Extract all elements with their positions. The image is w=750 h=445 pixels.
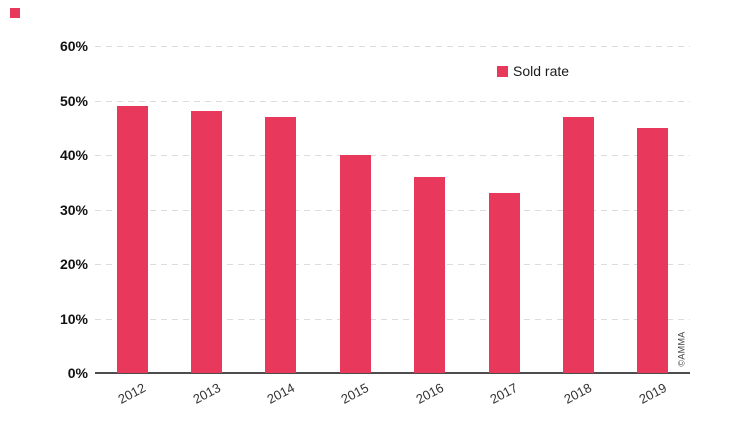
y-tick-label-10pct: 10% xyxy=(59,311,88,327)
x-tick-label-2018: 2018 xyxy=(561,380,595,407)
y-tick-label-0pct: 0% xyxy=(67,365,88,381)
gridline-10pct xyxy=(95,319,690,320)
bar-2013 xyxy=(191,111,222,373)
gridline-60pct xyxy=(95,46,690,47)
x-tick-label-2016: 2016 xyxy=(413,380,447,407)
legend-marker-icon xyxy=(497,65,508,77)
bar-2018 xyxy=(563,117,594,373)
gridline-50pct xyxy=(95,101,690,102)
bar-2015 xyxy=(340,155,371,373)
bar-2017 xyxy=(489,193,520,373)
y-tick-label-40pct: 40% xyxy=(59,147,88,163)
x-tick-label-2019: 2019 xyxy=(636,380,670,407)
bar-2012 xyxy=(117,106,148,373)
watermark-credit: ©AMMA xyxy=(676,331,687,367)
y-tick-label-30pct: 30% xyxy=(59,202,88,218)
x-tick-label-2013: 2013 xyxy=(190,380,224,407)
x-tick-label-2017: 2017 xyxy=(487,380,521,407)
y-tick-label-20pct: 20% xyxy=(59,256,88,272)
y-tick-label-60pct: 60% xyxy=(59,38,88,54)
gridline-30pct xyxy=(95,210,690,211)
y-tick-label-50pct: 50% xyxy=(59,93,88,109)
corner-red-square xyxy=(10,8,20,18)
legend-label: Sold rate xyxy=(513,63,570,79)
x-tick-label-2015: 2015 xyxy=(338,380,372,407)
x-tick-label-2012: 2012 xyxy=(115,380,149,407)
chart-legend: Sold rate xyxy=(497,63,569,79)
bar-2014 xyxy=(265,117,296,373)
x-axis-line xyxy=(95,372,690,374)
x-tick-label-2014: 2014 xyxy=(264,380,298,407)
gridline-20pct xyxy=(95,264,690,265)
gridline-40pct xyxy=(95,155,690,156)
bar-2016 xyxy=(414,177,445,373)
bar-2019 xyxy=(637,128,668,373)
